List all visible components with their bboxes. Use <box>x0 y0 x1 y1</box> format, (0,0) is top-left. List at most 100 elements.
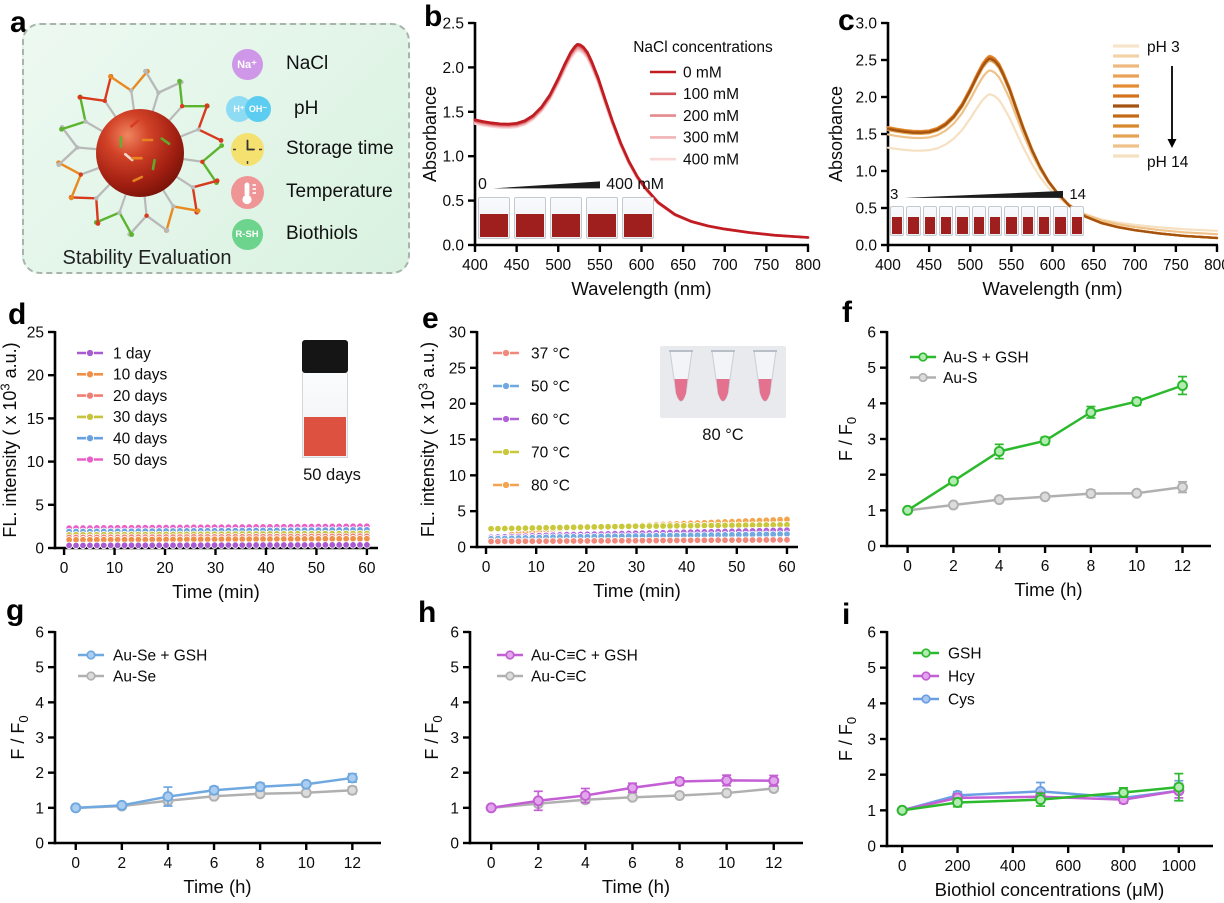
gold-nanoparticle <box>96 109 184 197</box>
svg-text:F / F0​: F / F0​ <box>422 715 445 759</box>
svg-text:3: 3 <box>450 730 459 747</box>
svg-text:0: 0 <box>867 539 876 556</box>
svg-text:Time (h): Time (h) <box>183 876 251 897</box>
cuvette <box>955 206 970 236</box>
svg-text:6: 6 <box>628 855 637 872</box>
svg-text:Au-Se: Au-Se <box>113 668 156 685</box>
svg-text:30 days: 30 days <box>113 409 168 426</box>
svg-text:15: 15 <box>27 411 44 428</box>
inset-c-right-label: 14 <box>1069 186 1086 203</box>
cuvette <box>906 206 921 236</box>
svg-text:1 day: 1 day <box>113 345 151 362</box>
svg-text:20: 20 <box>578 559 596 576</box>
panel-letter-h: h <box>418 596 437 629</box>
cuvette <box>514 197 546 239</box>
gradient-wedge <box>904 190 1064 198</box>
cuvette <box>987 206 1003 236</box>
legend-row-temperature: Temperature <box>228 175 393 209</box>
legend-label-ph: pH <box>294 98 319 119</box>
svg-text:Absorbance: Absorbance <box>420 86 440 182</box>
svg-text:2: 2 <box>35 765 44 782</box>
svg-text:50 days: 50 days <box>113 452 168 469</box>
svg-text:40: 40 <box>257 560 275 577</box>
svg-text:5: 5 <box>35 660 44 677</box>
chart-ph-absorbance: 400 450 500 550 600 650 700 750 800 0.0 0.5 1.0 1.5 2… <box>826 16 1224 300</box>
svg-text:1.0: 1.0 <box>855 164 877 181</box>
svg-text:800: 800 <box>795 257 821 274</box>
svg-text:800: 800 <box>1204 257 1224 274</box>
inset-b-right-label: 400 mM <box>606 176 664 193</box>
svg-text:600: 600 <box>1040 257 1066 274</box>
svg-text:4: 4 <box>581 855 590 872</box>
svg-text:6: 6 <box>867 325 876 342</box>
svg-text:1: 1 <box>450 800 459 817</box>
svg-text:1.5: 1.5 <box>855 127 877 144</box>
panel-letter-i: i <box>842 598 851 631</box>
svg-text:0: 0 <box>898 858 907 875</box>
cuvette <box>1020 206 1035 236</box>
svg-text:8: 8 <box>675 855 684 872</box>
svg-text:2.0: 2.0 <box>442 60 464 77</box>
svg-text:pH 14: pH 14 <box>1147 154 1189 171</box>
thermometer-icon <box>230 175 264 209</box>
svg-text:Time (h): Time (h) <box>602 876 670 897</box>
svg-text:200 mM: 200 mM <box>683 108 739 125</box>
cuvette-photo-row <box>478 197 664 239</box>
svg-text:20: 20 <box>449 396 467 413</box>
thiol-icon: R-SH <box>231 218 263 250</box>
svg-text:Au-S: Au-S <box>943 370 977 387</box>
svg-text:60: 60 <box>358 560 376 577</box>
pcr-tube <box>753 350 777 402</box>
svg-text:Absorbance: Absorbance <box>826 86 846 182</box>
svg-text:750: 750 <box>753 257 779 274</box>
svg-text:12: 12 <box>344 855 361 872</box>
svg-text:5: 5 <box>457 504 466 521</box>
svg-text:80 °C: 80 °C <box>531 477 570 494</box>
vial-body <box>302 373 348 458</box>
svg-text:20: 20 <box>27 368 45 385</box>
svg-text:4: 4 <box>867 696 876 713</box>
cuvette <box>1069 206 1084 236</box>
vial-photo <box>302 340 348 458</box>
legend-row-ph: H⁺ OH⁻ pH <box>226 92 319 126</box>
cuvette <box>478 197 510 239</box>
svg-text:700: 700 <box>712 257 738 274</box>
panel-letter-d: d <box>8 298 27 331</box>
svg-text:1: 1 <box>867 503 876 520</box>
svg-text:550: 550 <box>587 257 613 274</box>
tube-caption: 80 °C <box>702 426 744 444</box>
svg-text:0: 0 <box>457 540 466 557</box>
svg-text:20 days: 20 days <box>113 388 168 405</box>
legend-row-nacl: Na⁺ NaCl <box>228 47 328 81</box>
svg-text:6: 6 <box>867 625 876 642</box>
svg-text:F / F0​: F / F0​ <box>8 715 31 759</box>
svg-text:8: 8 <box>256 855 265 872</box>
svg-text:30: 30 <box>449 325 467 342</box>
svg-text:750: 750 <box>1163 257 1189 274</box>
inset-c-left-label: 3 <box>890 186 899 203</box>
svg-text:0: 0 <box>60 560 69 577</box>
svg-text:500: 500 <box>545 257 571 274</box>
panel-letter-f: f <box>842 296 852 329</box>
svg-text:10: 10 <box>1128 558 1146 575</box>
svg-text:Cys: Cys <box>948 691 975 708</box>
cuvette <box>922 206 937 236</box>
svg-text:400: 400 <box>462 257 488 274</box>
svg-text:10: 10 <box>449 468 467 485</box>
svg-text:F / F0​: F / F0​ <box>836 717 859 761</box>
svg-text:30: 30 <box>207 560 225 577</box>
svg-text:40: 40 <box>678 559 696 576</box>
svg-text:0: 0 <box>35 836 44 853</box>
svg-text:5: 5 <box>450 660 459 677</box>
svg-text:10 days: 10 days <box>113 367 168 384</box>
tube-photo <box>660 346 786 418</box>
svg-text:0: 0 <box>903 558 912 575</box>
svg-text:20: 20 <box>156 560 174 577</box>
svg-text:2.0: 2.0 <box>855 90 877 107</box>
svg-text:700: 700 <box>1122 257 1148 274</box>
svg-text:2.5: 2.5 <box>855 53 877 70</box>
svg-text:FL. intensity ( x 103​ a.u.): FL. intensity ( x 103​ a.u.) <box>0 342 20 537</box>
svg-text:6: 6 <box>1041 558 1050 575</box>
